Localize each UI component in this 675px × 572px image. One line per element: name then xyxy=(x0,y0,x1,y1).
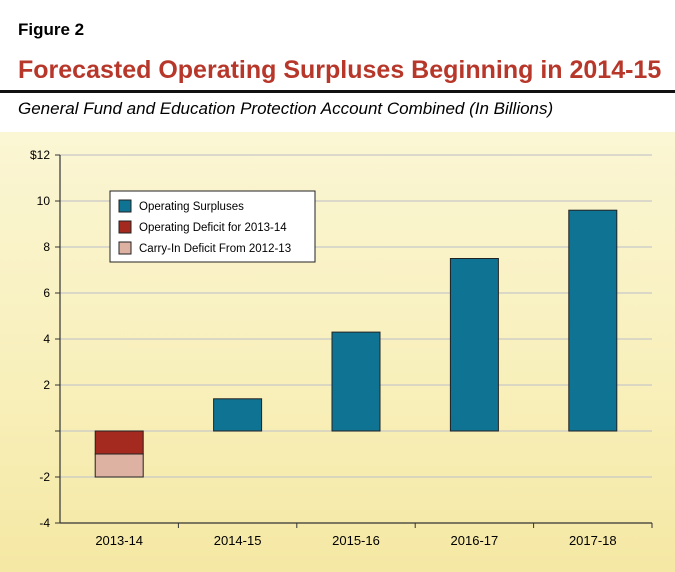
bar xyxy=(331,331,381,432)
legend-label: Operating Surpluses xyxy=(139,201,244,213)
y-tick-label: -4 xyxy=(39,516,50,530)
y-tick-label: 2 xyxy=(43,378,50,392)
title-divider xyxy=(0,90,675,93)
bar xyxy=(568,209,618,432)
x-tick-label: 2013-14 xyxy=(95,533,143,548)
bar xyxy=(213,398,263,432)
legend: Operating Surpluses Operating Deficit for… xyxy=(109,190,316,263)
legend-swatch xyxy=(118,220,132,234)
legend-box xyxy=(109,190,316,263)
y-tick-label: 4 xyxy=(43,332,50,346)
chart-subtitle: General Fund and Education Protection Ac… xyxy=(18,99,554,118)
x-tick-label: 2017-18 xyxy=(569,533,617,548)
x-tick-label: 2015-16 xyxy=(332,533,380,548)
x-tick-label: 2016-17 xyxy=(451,533,499,548)
y-tick-label: 8 xyxy=(43,240,50,254)
bar xyxy=(94,453,144,478)
x-tick-label: 2014-15 xyxy=(214,533,262,548)
y-tick-label: 10 xyxy=(37,194,51,208)
chart-title: Forecasted Operating Surpluses Beginning… xyxy=(18,56,662,84)
legend-label: Carry-In Deficit From 2012-13 xyxy=(139,243,291,255)
y-tick-label: $12 xyxy=(30,148,50,162)
legend-swatch xyxy=(118,241,132,255)
y-tick-label: 6 xyxy=(43,286,50,300)
bar xyxy=(94,430,144,455)
legend-label: Operating Deficit for 2013-14 xyxy=(139,222,287,234)
figure-label: Figure 2 xyxy=(18,20,85,39)
bar xyxy=(449,258,499,432)
legend-swatch xyxy=(118,199,132,213)
y-tick-label: -2 xyxy=(39,470,50,484)
